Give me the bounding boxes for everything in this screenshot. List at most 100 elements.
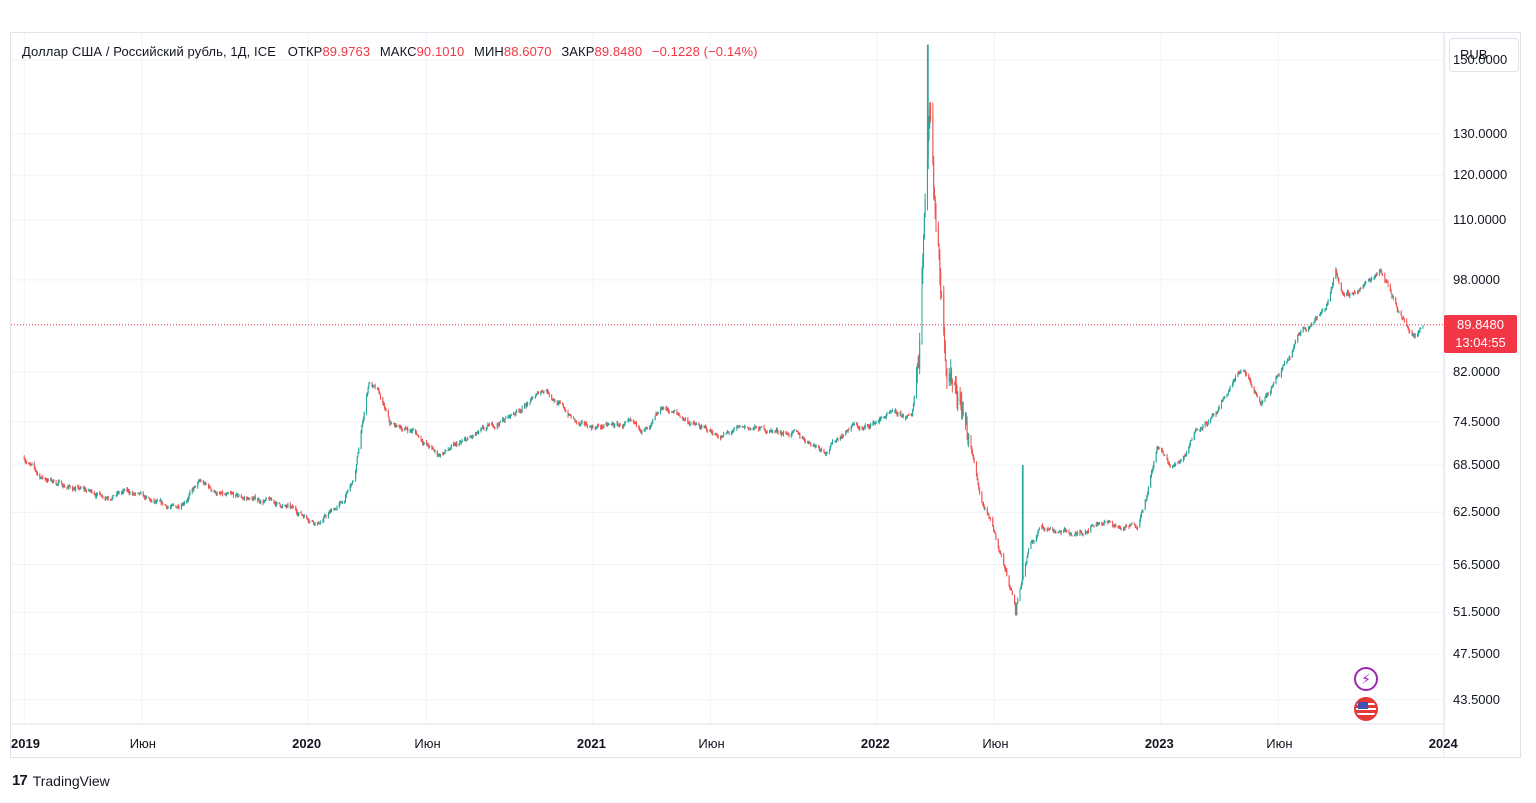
candle-body bbox=[155, 501, 157, 503]
candle-body bbox=[78, 486, 80, 489]
candle-body bbox=[1327, 301, 1329, 304]
candle-body bbox=[421, 439, 423, 442]
lightning-icon[interactable]: ⚡ bbox=[1354, 667, 1378, 691]
candle-body bbox=[1060, 531, 1062, 533]
candle-body bbox=[297, 514, 299, 516]
candle-body bbox=[1000, 551, 1002, 554]
candle-body bbox=[940, 292, 942, 295]
candle-body bbox=[513, 413, 515, 415]
candle-body bbox=[635, 422, 637, 424]
candle-body bbox=[137, 493, 139, 495]
candle-body bbox=[1343, 292, 1345, 295]
candle-body bbox=[536, 393, 538, 396]
candle-body bbox=[429, 446, 431, 448]
candle-body bbox=[1380, 269, 1382, 271]
candle-body bbox=[1200, 427, 1202, 429]
candle-body bbox=[1028, 548, 1030, 554]
candle-body bbox=[442, 453, 444, 455]
candle-body bbox=[828, 450, 830, 453]
candle-body bbox=[988, 514, 990, 518]
candle-body bbox=[1052, 530, 1054, 532]
candle-body bbox=[883, 417, 885, 419]
candle-body bbox=[908, 414, 910, 416]
candle-body bbox=[907, 414, 909, 416]
candle-body bbox=[264, 499, 266, 501]
candle-body bbox=[1022, 575, 1024, 579]
tradingview-logo[interactable]: 17 TradingView bbox=[12, 772, 110, 789]
candle-body bbox=[1189, 440, 1191, 445]
candle-body bbox=[492, 425, 494, 427]
candle-body bbox=[372, 385, 374, 387]
candle-body bbox=[1294, 340, 1296, 345]
candle-body bbox=[132, 492, 134, 495]
symbol-title[interactable]: Доллар США / Российский рубль, 1Д, ICE bbox=[22, 44, 277, 59]
candle-body bbox=[50, 478, 52, 481]
close-label: ЗАКР bbox=[561, 44, 595, 59]
candle-body bbox=[456, 443, 458, 446]
candle-body bbox=[982, 503, 984, 506]
candle-body bbox=[36, 472, 38, 474]
candle-body bbox=[268, 498, 270, 501]
candle-body bbox=[584, 423, 586, 425]
candle-body bbox=[872, 421, 874, 425]
candle-body bbox=[426, 443, 428, 445]
candle-body bbox=[837, 438, 839, 440]
candle-body bbox=[586, 423, 588, 426]
candle-body bbox=[656, 414, 658, 416]
candle-body bbox=[1178, 461, 1180, 463]
candle-body bbox=[801, 436, 803, 439]
candle-body bbox=[1058, 531, 1060, 533]
candle-body bbox=[1221, 400, 1223, 408]
y-tick-label: 150.0000 bbox=[1453, 51, 1508, 67]
candle-body bbox=[61, 484, 63, 487]
candle-body bbox=[211, 489, 213, 491]
candle-body bbox=[1112, 525, 1114, 527]
us-flag-icon[interactable] bbox=[1354, 697, 1378, 721]
candle-body bbox=[965, 422, 967, 424]
candle-body bbox=[1196, 429, 1198, 431]
candle-body bbox=[924, 198, 926, 218]
candle-body bbox=[175, 505, 177, 508]
candle-body bbox=[799, 434, 801, 437]
candle-body bbox=[793, 430, 795, 432]
candle-body bbox=[1210, 418, 1212, 422]
candle-body bbox=[803, 438, 805, 440]
candle-body bbox=[856, 423, 858, 425]
candle-body bbox=[334, 508, 336, 510]
candle-body bbox=[1109, 521, 1111, 523]
chart-frame[interactable] bbox=[10, 32, 1521, 758]
candle-body bbox=[1324, 309, 1326, 311]
candle-body bbox=[113, 495, 115, 497]
candle-body bbox=[139, 493, 141, 495]
candle-body bbox=[1108, 521, 1110, 523]
candle-body bbox=[1228, 390, 1230, 393]
candle-body bbox=[567, 411, 569, 416]
candle-body bbox=[254, 496, 256, 500]
candle-body bbox=[884, 417, 886, 419]
candle-body bbox=[466, 439, 468, 441]
candle-body bbox=[949, 378, 951, 382]
candle-body bbox=[159, 500, 161, 502]
x-tick-label: Июн bbox=[982, 736, 1009, 751]
low-value: 88.6070 bbox=[503, 44, 552, 59]
candle-body bbox=[670, 411, 672, 413]
low-label: МИН bbox=[474, 44, 504, 59]
x-tick-label: 2019 bbox=[11, 736, 40, 751]
candle-body bbox=[633, 421, 635, 423]
candle-body bbox=[384, 407, 386, 410]
candle-body bbox=[143, 495, 145, 497]
chart-grid bbox=[11, 33, 1446, 724]
currency-button[interactable]: RUB bbox=[1449, 38, 1519, 72]
candle-body bbox=[390, 423, 392, 425]
candle-body bbox=[80, 487, 82, 489]
candle-body bbox=[863, 428, 865, 430]
candle-body bbox=[1298, 334, 1300, 336]
candle-body bbox=[726, 432, 728, 434]
candle-body bbox=[289, 504, 291, 508]
candle-body bbox=[1163, 454, 1165, 456]
candle-body bbox=[1097, 523, 1099, 525]
candle-body bbox=[714, 434, 716, 436]
candle-body bbox=[1288, 357, 1290, 360]
candle-body bbox=[576, 420, 578, 423]
